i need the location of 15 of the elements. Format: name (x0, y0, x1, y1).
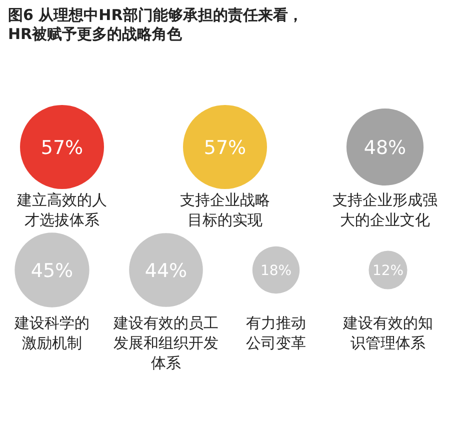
category-label: 建设有效的员工发展和组织开发体系 (112, 313, 220, 373)
data-label: 45% (30, 260, 74, 282)
category-label: 建设科学的激励机制 (14, 313, 90, 353)
category-label: 建设有效的知识管理体系 (342, 313, 434, 353)
data-label: 57% (40, 137, 84, 159)
category-label: 有力推动公司变革 (245, 313, 307, 353)
data-label: 57% (204, 137, 246, 159)
category-label: 建立高效的人才选拔体系 (16, 190, 108, 230)
category-label: 支持企业形成强大的企业文化 (332, 190, 438, 230)
data-label: 12% (372, 263, 404, 279)
data-label: 44% (144, 260, 188, 282)
category-label: 支持企业战略目标的实现 (179, 190, 271, 230)
data-label: 18% (260, 263, 292, 279)
data-label: 48% (364, 137, 406, 159)
text: 图6 从理想中HR部门能够承担的责任来看，HR被赋予更多的战略角色 (8, 6, 304, 44)
